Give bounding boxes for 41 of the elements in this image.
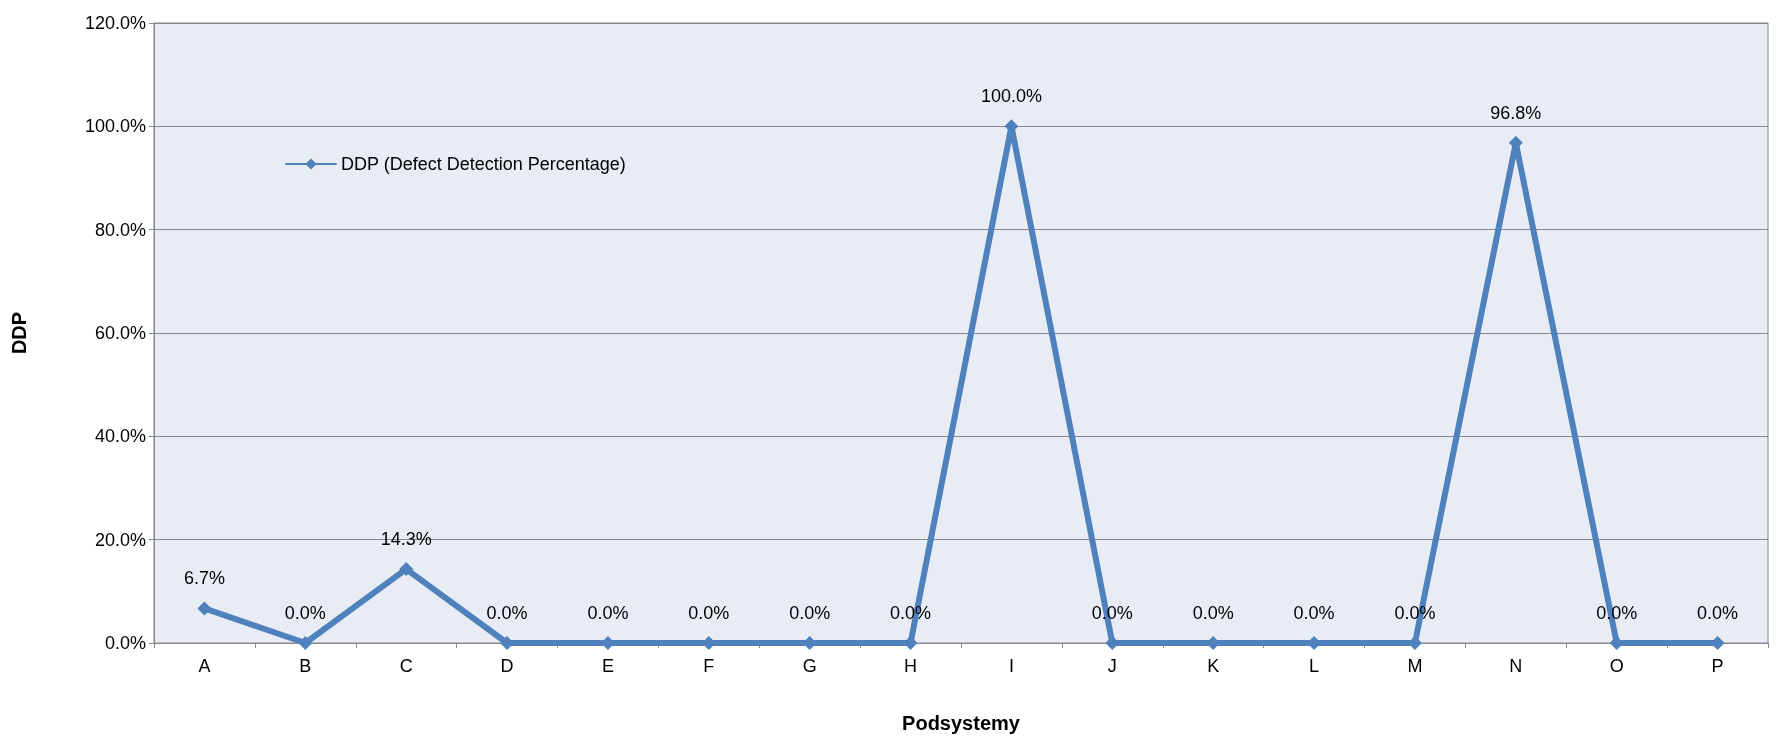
data-label: 100.0%	[980, 86, 1042, 107]
data-label: 14.3%	[380, 529, 432, 550]
point	[197, 601, 212, 616]
y-tick-label: 60.0%	[94, 323, 146, 343]
x-tick-label: N	[1509, 656, 1523, 676]
data-label: 0.0%	[789, 603, 831, 623]
x-tick-label: D	[500, 656, 514, 676]
legend-label: DDP (Defect Detection Percentage)	[341, 154, 626, 174]
x-tick-label: O	[1609, 656, 1624, 676]
x-tick-label: M	[1407, 656, 1423, 676]
data-label: 0.0%	[486, 603, 528, 623]
data-label: 0.0%	[284, 603, 326, 623]
y-tick-label: 100.0%	[84, 116, 146, 137]
data-label: 0.0%	[587, 603, 629, 623]
data-label: 0.0%	[1697, 603, 1739, 623]
y-tick-label: 20.0%	[94, 529, 146, 550]
x-tick-label: A	[198, 656, 211, 676]
point	[399, 562, 414, 577]
x-tick-label: J	[1107, 656, 1117, 676]
y-tick-label: 40.0%	[94, 426, 146, 447]
data-label: 0.0%	[688, 603, 730, 623]
y-tick-label: 80.0%	[94, 219, 146, 240]
x-tick-label: E	[601, 656, 614, 676]
x-tick-label: G	[802, 656, 817, 676]
x-tick-label: C	[399, 656, 413, 676]
y-tick-label: 120.0%	[84, 13, 146, 33]
x-tick-label: I	[1008, 656, 1014, 676]
x-tick-label: F	[703, 656, 715, 676]
x-axis-title: Podsystemy	[902, 712, 1021, 734]
data-label: 96.8%	[1490, 102, 1542, 123]
y-tick-label: 0.0%	[104, 633, 146, 653]
x-tick-label: P	[1711, 656, 1724, 676]
data-label: 0.0%	[1192, 603, 1234, 623]
point	[298, 636, 313, 650]
x-tick-label: K	[1207, 656, 1220, 676]
y-axis-title: DDP	[8, 311, 30, 355]
data-label: 0.0%	[1293, 603, 1335, 623]
data-label: 6.7%	[183, 568, 225, 589]
x-tick-label: H	[904, 656, 918, 676]
x-tick-label: L	[1309, 656, 1320, 676]
x-tick-label: B	[299, 656, 312, 676]
